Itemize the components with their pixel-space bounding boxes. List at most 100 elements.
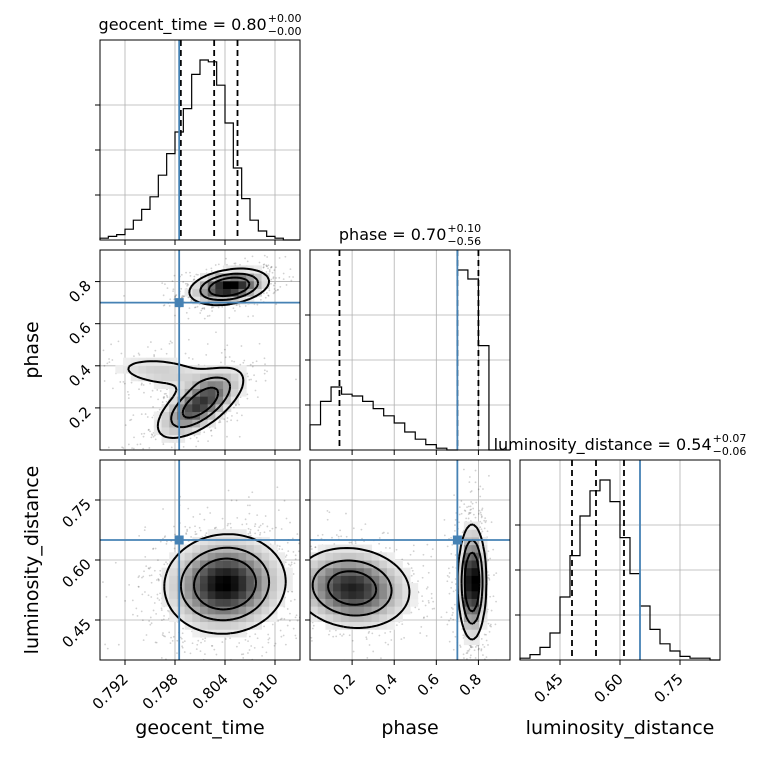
sample-point: [277, 620, 279, 622]
sample-point: [490, 609, 493, 612]
density-cell: [379, 583, 388, 592]
density-cell: [246, 552, 255, 561]
sample-point: [142, 447, 145, 450]
density-cell: [200, 296, 209, 305]
sample-point: [124, 424, 127, 427]
density-cell: [310, 598, 319, 607]
sample-point: [280, 635, 283, 638]
density-cell: [192, 288, 201, 297]
density-cell: [200, 419, 209, 428]
sample-point: [193, 306, 196, 309]
sample-point: [495, 600, 497, 603]
sample-point: [140, 382, 143, 385]
density-cell: [130, 365, 139, 374]
density-cell: [192, 613, 201, 623]
density-cell: [176, 380, 186, 389]
density-cell: [379, 575, 388, 584]
sample-point: [190, 299, 193, 302]
sample-point: [454, 518, 457, 521]
sample-point: [169, 340, 172, 343]
sample-point: [301, 289, 303, 291]
panel-phase-hist: [305, 249, 511, 455]
sample-point: [226, 435, 228, 438]
density-cell: [261, 598, 270, 607]
sample-point: [224, 638, 227, 640]
sample-point: [302, 597, 304, 599]
sample-point: [276, 289, 279, 291]
sample-point: [268, 269, 271, 271]
sample-point: [302, 585, 304, 587]
sample-point: [148, 620, 151, 622]
density-cell: [223, 273, 232, 282]
sample-point: [211, 305, 214, 308]
density-cell: [200, 288, 209, 297]
sample-point: [338, 541, 340, 543]
x-tick-label-geocent-time: 0.810: [239, 670, 282, 713]
sample-point: [254, 389, 257, 392]
density-cell: [333, 613, 342, 623]
sample-point: [294, 554, 297, 557]
sample-point: [466, 651, 469, 654]
density-cell: [348, 552, 357, 561]
sample-point: [453, 603, 456, 606]
density-cell: [215, 598, 224, 607]
sample-point: [172, 288, 175, 291]
sample-point: [248, 662, 250, 664]
sample-point: [187, 507, 190, 510]
sample-point: [488, 577, 491, 580]
density-cell: [200, 388, 209, 397]
density-cell: [138, 365, 147, 374]
sample-point: [272, 277, 275, 280]
density-cell: [207, 288, 216, 297]
sample-point: [295, 378, 297, 381]
density-cell: [184, 575, 193, 584]
density-cell: [402, 590, 411, 599]
sample-point: [159, 573, 162, 576]
sample-point: [264, 296, 267, 299]
sample-point: [273, 291, 276, 294]
sample-point: [303, 541, 305, 543]
sample-point: [306, 628, 308, 630]
sample-point: [187, 296, 190, 299]
sample-point: [215, 526, 218, 529]
density-cell: [253, 590, 263, 599]
sample-point: [463, 509, 466, 512]
y-tick-label-phase: 0.6: [65, 319, 95, 349]
sample-point: [163, 304, 166, 306]
density-cell: [348, 621, 357, 630]
density-cell: [223, 606, 232, 615]
sample-point: [227, 662, 229, 664]
sample-point: [468, 648, 471, 651]
density-cell: [115, 365, 124, 374]
sample-point: [182, 281, 185, 283]
sample-point: [136, 443, 139, 446]
sample-point: [482, 654, 484, 656]
sample-point: [289, 521, 291, 524]
density-cell: [410, 590, 419, 599]
sample-point: [239, 363, 242, 366]
sample-point: [288, 563, 290, 566]
density-cell: [215, 583, 224, 592]
sample-point: [451, 614, 454, 616]
sample-point: [270, 278, 273, 281]
density-cell: [200, 575, 209, 584]
sample-point: [454, 524, 456, 526]
sample-point: [168, 342, 171, 345]
sample-point: [310, 636, 313, 639]
sample-point: [284, 643, 287, 646]
sample-point: [354, 542, 357, 545]
sample-point: [144, 591, 146, 593]
sample-point: [287, 550, 290, 553]
density-cell: [246, 621, 255, 630]
sample-point: [341, 634, 343, 637]
sample-point: [335, 629, 337, 632]
sample-point: [478, 647, 481, 650]
sample-point: [249, 363, 252, 366]
density-cell: [348, 606, 357, 615]
sample-point: [303, 557, 305, 559]
density-cell: [479, 560, 488, 569]
density-cell: [379, 613, 388, 623]
density-cell: [192, 629, 201, 638]
sample-point: [192, 278, 195, 281]
sample-point: [154, 438, 157, 441]
